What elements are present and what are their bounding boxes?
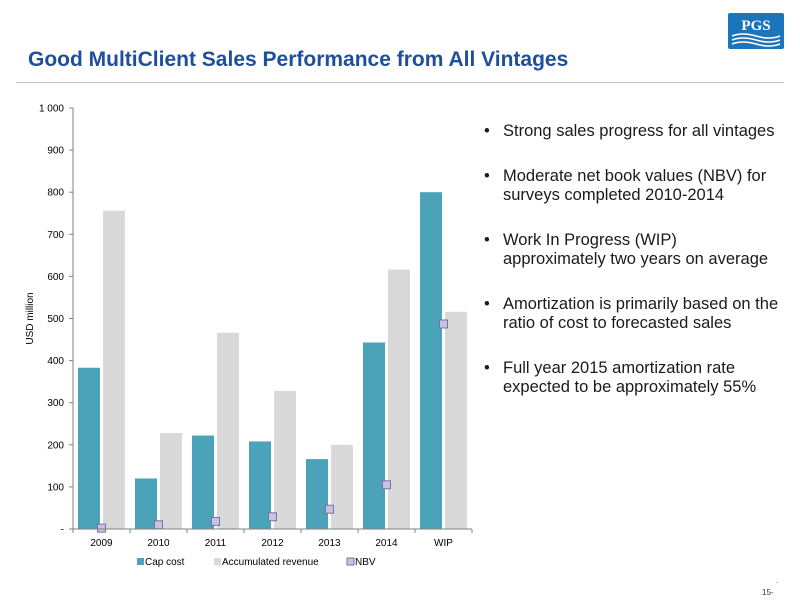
x-axis: 2009 2010 2011 2012 2013 2014 WIP: [72, 528, 473, 549]
bar-accumulated-revenue: [160, 433, 182, 529]
bar-cap-cost: [363, 342, 385, 529]
bullet-item: Full year 2015 amortization rate expecte…: [482, 359, 782, 397]
chart-bars: [78, 192, 467, 533]
bar-cap-cost: [192, 435, 214, 529]
title-divider: [16, 82, 784, 83]
legend-swatch: [346, 557, 355, 566]
y-tick-label: 400: [47, 356, 64, 367]
legend-label: Accumulated revenue: [222, 557, 319, 568]
legend-swatch: [214, 558, 221, 565]
nbv-marker: [382, 480, 391, 490]
logo-wave-1: [731, 33, 781, 39]
bar-accumulated-revenue: [274, 390, 296, 529]
x-tick-label: 2011: [205, 538, 227, 549]
y-tick-label: 300: [47, 398, 64, 409]
nbv-marker: [211, 516, 220, 526]
logo-background: [728, 13, 784, 49]
bullet-item: Moderate net book values (NBV) for surve…: [482, 167, 782, 205]
bullet-item: Amortization is primarily based on the r…: [482, 295, 782, 333]
y-tick-label: 100: [47, 482, 64, 493]
legend-item: Cap cost: [137, 557, 185, 568]
bar-accumulated-revenue: [445, 311, 467, 529]
legend-label: Cap cost: [145, 557, 185, 568]
x-tick-label: 2009: [90, 538, 113, 549]
logo-wave-2: [731, 37, 781, 43]
y-tick-label: 900: [47, 146, 64, 157]
nbv-marker: [268, 512, 277, 522]
logo-wave-3: [731, 41, 781, 47]
y-tick-label: 600: [47, 272, 64, 283]
slide-title: Good MultiClient Sales Performance from …: [28, 48, 569, 71]
x-tick-label: 2013: [318, 538, 341, 549]
x-tick-label: WIP: [434, 538, 453, 549]
y-tick-label: 700: [47, 230, 64, 241]
page-number: 15-: [762, 588, 774, 597]
legend-item: NBV: [346, 557, 376, 568]
y-tick-label: 200: [47, 440, 64, 451]
y-tick-label: 1 000: [39, 104, 64, 115]
y-tick-label: 500: [47, 314, 64, 325]
bullet-item: Strong sales progress for all vintages: [482, 122, 782, 141]
nbv-marker: [325, 504, 334, 514]
nbv-marker: [97, 523, 106, 533]
legend-item: Accumulated revenue: [214, 557, 319, 568]
bar-cap-cost: [420, 192, 442, 529]
bullet-item: Work In Progress (WIP) approximately two…: [482, 231, 782, 269]
bullet-list: Strong sales progress for all vintages M…: [482, 122, 782, 423]
bar-cap-cost: [249, 441, 271, 529]
bar-accumulated-revenue: [217, 332, 239, 529]
y-axis-label: USD million: [25, 292, 36, 344]
x-tick-label: 2012: [261, 538, 284, 549]
legend-swatch: [137, 558, 144, 565]
y-axis: - 100 200 300 400 500 600 700 800 900 1 000: [39, 104, 74, 536]
y-tick-label: -: [61, 525, 64, 536]
bar-cap-cost: [78, 367, 100, 529]
x-tick-label: 2014: [375, 538, 398, 549]
nbv-marker: [154, 520, 163, 530]
bar-accumulated-revenue: [331, 444, 353, 529]
bar-cap-cost: [135, 478, 157, 529]
nbv-marker: [439, 319, 448, 329]
pgs-logo-icon: PGS: [728, 13, 784, 49]
corner-mark: -: [776, 580, 778, 586]
chart-legend: Cap cost Accumulated revenue NBV: [137, 557, 376, 568]
legend-label: NBV: [355, 557, 376, 568]
bar-accumulated-revenue: [103, 210, 125, 529]
logo-text: PGS: [741, 18, 770, 34]
bar-accumulated-revenue: [388, 269, 410, 529]
x-tick-label: 2010: [147, 538, 170, 549]
bar-cap-cost: [306, 459, 328, 529]
y-tick-label: 800: [47, 188, 64, 199]
